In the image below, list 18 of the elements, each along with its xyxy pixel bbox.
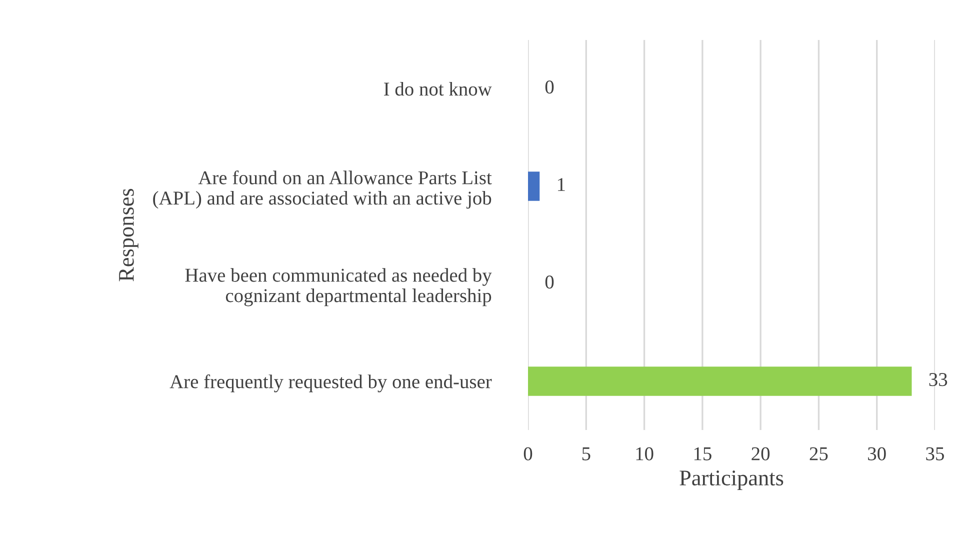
data-label: 0 xyxy=(545,275,554,289)
x-tick-label: 10 xyxy=(636,447,654,460)
x-axis-title: Participants xyxy=(680,470,784,490)
x-tick-label: 35 xyxy=(926,447,944,460)
y-tick-label: I do not know xyxy=(384,82,492,96)
x-tick-label: 30 xyxy=(868,447,886,460)
data-label: 0 xyxy=(545,80,554,94)
y-tick-label: Are found on an Allowance Parts List (APL) and are associated with an active job xyxy=(153,170,492,209)
y-tick-label: Have been communicated as needed by cognizant departmental leadership xyxy=(185,268,492,306)
x-tick-label: 5 xyxy=(582,447,590,460)
data-label: 1 xyxy=(558,178,565,191)
y-axis-title: Responses xyxy=(119,188,138,282)
data-label: 33 xyxy=(929,373,948,386)
x-tick-label: 25 xyxy=(810,447,828,460)
x-tick-label: 0 xyxy=(524,447,532,460)
x-tick-label: 20 xyxy=(752,447,770,460)
x-tick-label: 15 xyxy=(694,447,712,460)
y-tick-label: Are frequently requested by one end-user xyxy=(170,374,492,392)
